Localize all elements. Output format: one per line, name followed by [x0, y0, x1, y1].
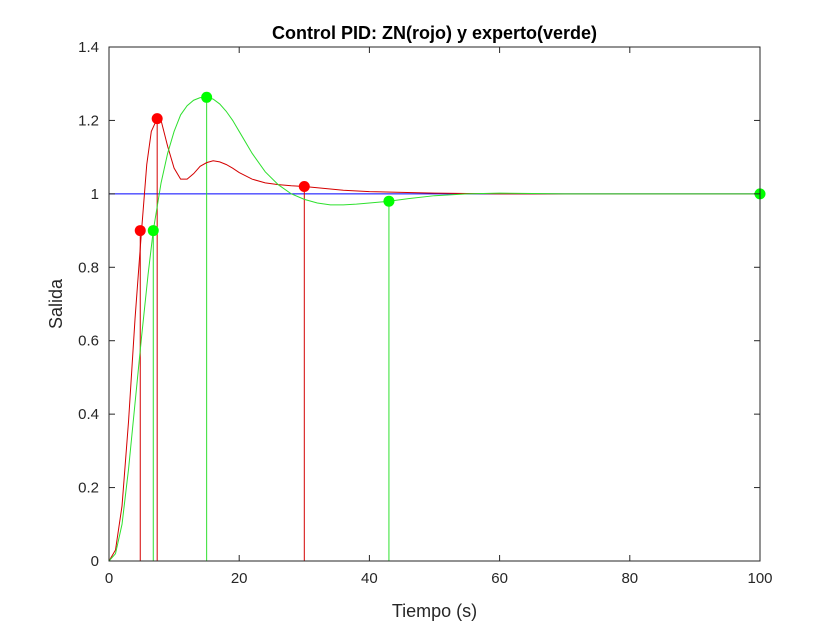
marker-1-1: [134, 225, 146, 237]
x-tick-label: 0: [105, 570, 113, 587]
axes-box: [108, 46, 761, 562]
marker-2-3: [383, 195, 395, 207]
marker-2-2: [201, 91, 213, 103]
x-tick-label: 100: [747, 570, 772, 587]
y-tick-label: 1.2: [78, 112, 99, 129]
y-tick-label: 0.2: [78, 480, 99, 497]
axes-layer: 0 20 40 60 80 100 0 0.2 0.4 0.6 0.8 1 1.2 1.4: [78, 39, 772, 587]
y-tick-label: 0.8: [78, 259, 99, 276]
marker-2-1: [147, 225, 159, 237]
y-tick-label: 0: [91, 553, 99, 570]
y-tick-label: 0.6: [78, 333, 99, 350]
chart-title: Control PID: ZN(rojo) y experto(verde): [272, 23, 597, 43]
series-line-1: [108, 117, 760, 562]
x-tick-label: 80: [621, 570, 638, 587]
marker-1-2: [151, 113, 163, 125]
x-tick-label: 20: [231, 570, 248, 587]
x-tick-label: 60: [491, 570, 508, 587]
x-tick-label: 40: [361, 570, 378, 587]
marker-1-3: [298, 181, 310, 193]
plot-area: [109, 47, 760, 561]
y-tick-label: 1: [91, 186, 99, 203]
y-axis-label: Salida: [46, 278, 66, 329]
y-tick-label: 1.4: [78, 39, 99, 56]
y-tick-label: 0.4: [78, 406, 99, 423]
series-line-2: [108, 96, 760, 562]
x-axis-label: Tiempo (s): [392, 601, 477, 621]
